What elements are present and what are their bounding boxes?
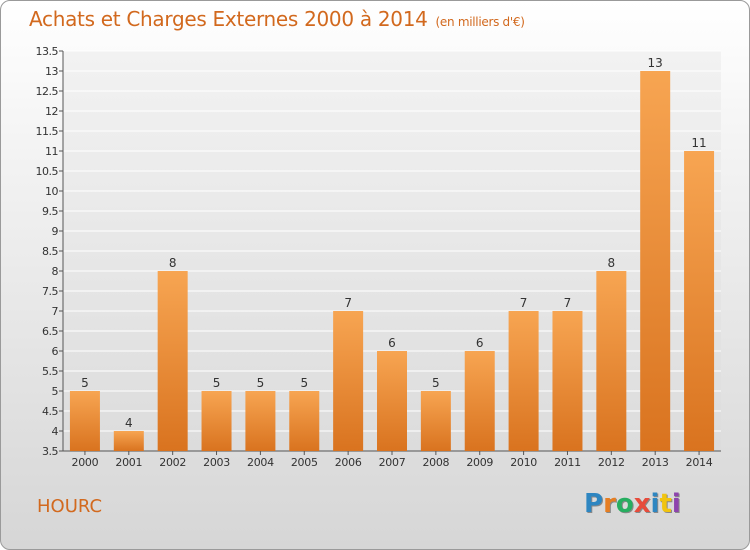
y-tick-label: 6.5	[42, 325, 58, 338]
y-tick-label: 4	[52, 425, 59, 438]
x-tick-label: 2002	[159, 456, 186, 469]
y-tick-label: 5.5	[42, 365, 58, 378]
y-tick-label: 8	[52, 265, 59, 278]
logo-letter: i	[650, 489, 660, 519]
bar	[289, 391, 320, 451]
y-tick-label: 12	[45, 105, 58, 118]
x-tick-label: 2007	[379, 456, 406, 469]
bar	[596, 271, 627, 451]
data-label: 7	[344, 296, 352, 310]
y-tick-label: 10	[45, 185, 58, 198]
chart-title-text: Achats et Charges Externes 2000 à 2014	[29, 7, 428, 31]
x-tick-label: 2005	[291, 456, 318, 469]
logo-letter: t	[659, 489, 672, 519]
data-label: 5	[300, 376, 308, 390]
bar	[201, 391, 232, 451]
commune-name: HOURC	[37, 496, 103, 517]
data-label: 5	[213, 376, 221, 390]
logo-letter: r	[603, 489, 616, 519]
y-tick-label: 4.5	[42, 405, 58, 418]
y-tick-label: 3.5	[42, 445, 58, 458]
x-tick-label: 2006	[335, 456, 362, 469]
data-label: 6	[476, 336, 484, 350]
bar	[377, 351, 407, 451]
y-tick-label: 9.5	[42, 205, 58, 218]
data-label: 11	[691, 136, 706, 150]
bar	[69, 391, 100, 451]
x-tick-label: 2010	[510, 456, 537, 469]
y-tick-label: 9	[52, 225, 59, 238]
y-tick-label: 13.5	[36, 45, 59, 58]
x-tick-label: 2012	[598, 456, 625, 469]
bar	[113, 431, 144, 451]
data-label: 6	[388, 336, 396, 350]
y-tick-label: 11.5	[36, 125, 59, 138]
logo-letter: P	[584, 489, 604, 519]
logo-letter: o	[615, 489, 634, 519]
data-label: 5	[257, 376, 265, 390]
bar	[684, 151, 715, 451]
bar	[420, 391, 451, 451]
data-label: 8	[169, 256, 177, 270]
bar	[508, 311, 539, 451]
data-label: 5	[81, 376, 89, 390]
x-tick-label: 2011	[554, 456, 581, 469]
y-tick-label: 5	[52, 385, 59, 398]
bar	[245, 391, 276, 451]
data-label: 7	[564, 296, 572, 310]
x-tick-label: 2013	[642, 456, 669, 469]
bar	[157, 271, 188, 451]
data-label: 13	[648, 56, 663, 70]
data-label: 5	[432, 376, 440, 390]
x-tick-label: 2000	[72, 456, 99, 469]
chart-unit: (en milliers d'€)	[435, 15, 525, 29]
bar	[552, 311, 583, 451]
y-tick-label: 7.5	[42, 285, 58, 298]
x-tick-label: 2001	[115, 456, 142, 469]
y-tick-label: 12.5	[36, 85, 59, 98]
chart-title: Achats et Charges Externes 2000 à 2014 (e…	[29, 7, 525, 31]
logo-letter: x	[633, 489, 651, 519]
logo-letter: i	[671, 489, 681, 519]
x-tick-label: 2009	[466, 456, 493, 469]
y-tick-label: 10.5	[36, 165, 59, 178]
y-tick-label: 11	[45, 145, 58, 158]
data-label: 7	[520, 296, 528, 310]
y-tick-label: 7	[52, 305, 59, 318]
bar	[464, 351, 495, 451]
x-tick-label: 2014	[686, 456, 713, 469]
proxiti-logo: Proxiti	[584, 489, 681, 519]
bar	[640, 71, 671, 451]
y-tick-label: 13	[45, 65, 58, 78]
x-tick-label: 2008	[422, 456, 449, 469]
x-tick-label: 2004	[247, 456, 274, 469]
data-label: 8	[608, 256, 616, 270]
y-tick-label: 8.5	[42, 245, 58, 258]
data-label: 4	[125, 416, 133, 430]
x-tick-label: 2003	[203, 456, 230, 469]
y-tick-label: 6	[52, 345, 59, 358]
bar	[333, 311, 364, 451]
